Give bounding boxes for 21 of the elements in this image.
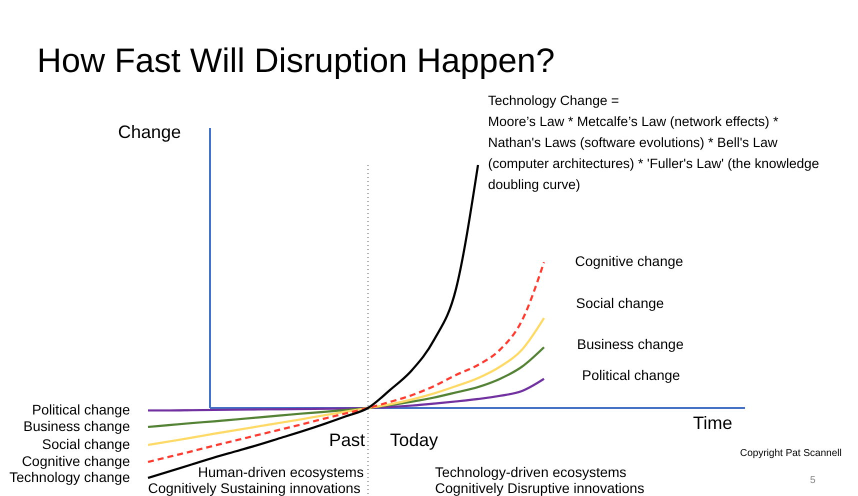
annotation: Past xyxy=(328,430,366,450)
text: Cognitively Disruptive innovations xyxy=(435,480,644,496)
annotation: Today xyxy=(390,430,438,450)
series-label: Social change xyxy=(42,436,130,452)
text: Social change xyxy=(576,295,664,311)
chart-title: How Fast Will Disruption Happen? xyxy=(37,42,555,80)
series-label: Technology change xyxy=(9,468,130,485)
series-label: Business change xyxy=(23,418,130,434)
text: Copyright Pat Scannell xyxy=(740,448,842,459)
series-label: Cognitive change xyxy=(22,452,130,469)
text: Time xyxy=(693,413,732,433)
series-label: Political change xyxy=(32,401,130,418)
text: Cognitive change xyxy=(575,253,684,269)
text: Cognitively Sustaining innovations xyxy=(148,480,360,496)
text: Political change xyxy=(582,367,680,383)
annotation: Human-driven ecosystems xyxy=(198,464,364,480)
text: Business change xyxy=(577,336,684,352)
annotation: Technology-driven ecosystems xyxy=(435,464,626,480)
annotation: Technology Change = Moore’s Law * Metcalfe’s Law (network effects) * Nathan's Laws (software evolutions) * Bell's Law (computer architectures) * 'Fuller's Law' (the knowledge doubling curve) xyxy=(488,93,820,192)
text: 5 xyxy=(810,475,816,486)
y-axis-title: Change xyxy=(118,122,182,142)
